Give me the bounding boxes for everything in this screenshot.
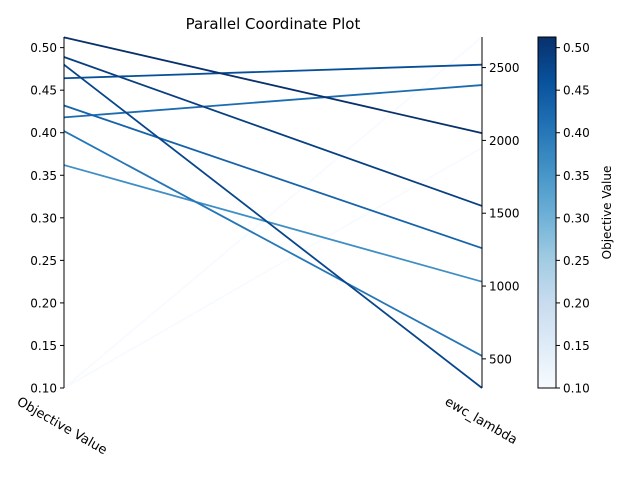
data-line-10 bbox=[63, 36, 483, 135]
axis-tick-label: 2500 bbox=[489, 61, 520, 75]
colorbar-tick-label: 0.35 bbox=[563, 169, 590, 183]
axis-tick-label: 0.25 bbox=[30, 254, 57, 268]
axis-tick-label: 0.40 bbox=[30, 126, 57, 140]
chart-title: Parallel Coordinate Plot bbox=[186, 15, 361, 33]
axis-tick-label: 0.10 bbox=[30, 382, 57, 396]
colorbar-label: Objective Value bbox=[600, 166, 614, 260]
data-line-2 bbox=[63, 146, 483, 389]
axis-tick-label: 0.50 bbox=[30, 41, 57, 55]
axis-tick-label: 0.45 bbox=[30, 84, 57, 98]
colorbar-gradient bbox=[537, 36, 557, 389]
axis-tick-label: 0.30 bbox=[30, 211, 57, 225]
axis-tick-label: 500 bbox=[489, 352, 512, 366]
colorbar-tick-label: 0.45 bbox=[563, 84, 590, 98]
colorbar-tick-label: 0.25 bbox=[563, 254, 590, 268]
data-lines bbox=[63, 36, 483, 389]
axis-tick-label: 1000 bbox=[489, 280, 520, 294]
axis-tick-label: 0.15 bbox=[30, 339, 57, 353]
axes: 0.10 0.15 0.20 0.25 0.30 0.35 0.40 0.45 0.50 Obje… bbox=[14, 37, 520, 458]
axis-tick-label: 1500 bbox=[489, 207, 520, 221]
axis-objective-value: 0.10 0.15 0.20 0.25 0.30 0.35 0.40 0.45 0.50 Obje… bbox=[14, 37, 109, 458]
colorbar-tick-label: 0.20 bbox=[563, 296, 590, 310]
axis-name-label: ewc_lambda bbox=[442, 394, 520, 447]
colorbar: 0.10 0.15 0.20 0.25 0.30 0.35 0.40 0.45 0.50 Obje… bbox=[537, 36, 614, 396]
axis-tick-label: 2000 bbox=[489, 134, 520, 148]
data-line-5 bbox=[63, 84, 483, 119]
data-line-7 bbox=[63, 63, 483, 80]
colorbar-tick-label: 0.15 bbox=[563, 339, 590, 353]
data-line-8 bbox=[63, 63, 483, 389]
colorbar-tick-label: 0.10 bbox=[563, 382, 590, 396]
colorbar-tick-label: 0.40 bbox=[563, 126, 590, 140]
data-line-3 bbox=[63, 164, 483, 283]
data-line-4 bbox=[63, 130, 483, 357]
data-line-9 bbox=[63, 56, 483, 207]
colorbar-tick-label: 0.50 bbox=[563, 41, 590, 55]
axis-tick-label: 0.35 bbox=[30, 169, 57, 183]
axis-tick-label: 0.20 bbox=[30, 296, 57, 310]
data-line-6 bbox=[63, 104, 483, 250]
colorbar-tick-label: 0.30 bbox=[563, 211, 590, 225]
data-line-1 bbox=[63, 36, 483, 389]
axis-name-label: Objective Value bbox=[14, 394, 109, 458]
